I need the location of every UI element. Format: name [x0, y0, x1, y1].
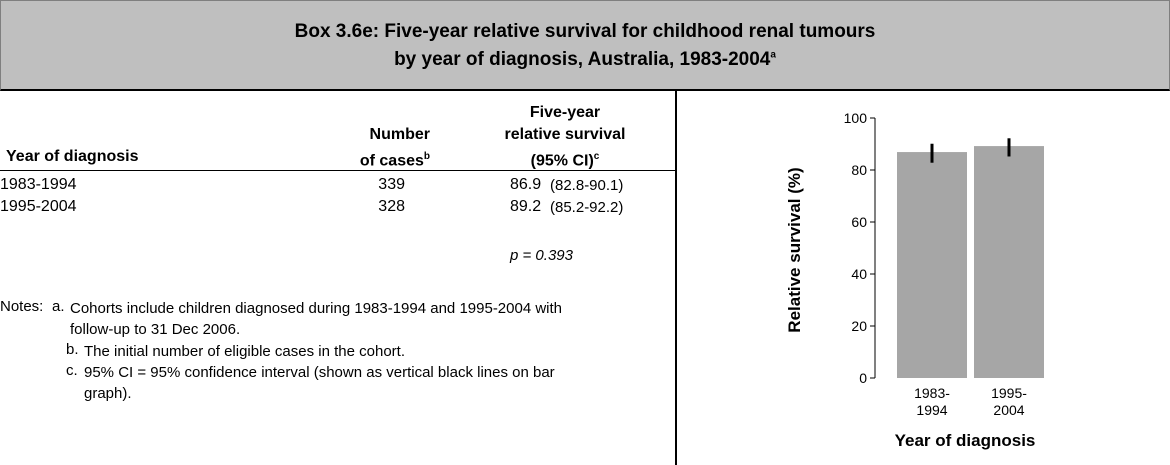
column-header: Year of diagnosis — [6, 148, 139, 165]
chart: Relative survival (%) Year of diagnosis … — [785, 110, 1044, 450]
header-line: Number — [369, 126, 430, 143]
title-line: by year of diagnosis, Australia, 1983-20… — [394, 49, 771, 70]
header-line: of cases — [359, 152, 424, 170]
column-header: Five-year relative survival (95% CI)c — [460, 102, 670, 172]
notes-label: Notes: — [0, 298, 44, 315]
x-tick-label: 1995- — [991, 385, 1027, 401]
y-tick-label: 100 — [844, 110, 868, 126]
column-header: Number of casesb — [330, 124, 430, 172]
note-marker: c. — [66, 362, 78, 379]
title-line: Box 3.6e: Five-year relative survival fo… — [294, 21, 876, 42]
survival-cell: 86.9 — [510, 176, 542, 193]
x-tick-label: 1983- — [914, 385, 950, 401]
header-title: Box 3.6e: Five-year relative survival fo… — [1, 21, 1169, 43]
note-text: Cohorts include children diagnosed durin… — [70, 300, 563, 338]
y-axis-label: Relative survival (%) — [785, 167, 804, 332]
y-tick-label: 40 — [851, 266, 867, 282]
header-line: (95% CI) — [530, 152, 594, 170]
x-tick-label: 1994 — [916, 402, 947, 418]
divider — [675, 90, 677, 465]
footnote-marker: c — [593, 151, 600, 162]
header-line: relative survival — [504, 126, 626, 143]
bar — [974, 146, 1044, 378]
p-value: p = 0.393 — [510, 247, 573, 264]
cases-cell: 339 — [378, 176, 405, 193]
ci-cell: (85.2-92.2) — [550, 199, 624, 216]
footnote-marker: a — [770, 49, 776, 61]
rule — [0, 170, 675, 171]
year-cell: 1983-1994 — [0, 176, 77, 193]
note-text: 95% CI = 95% confidence interval (shown … — [84, 364, 555, 402]
ci-cell: (82.8-90.1) — [550, 177, 624, 194]
y-tick-label: 0 — [859, 370, 867, 386]
header-title: by year of diagnosis, Australia, 1983-20… — [1, 49, 1169, 71]
note-marker: a. — [52, 298, 65, 315]
header-line: Five-year — [529, 104, 601, 121]
x-axis-label: Year of diagnosis — [895, 431, 1036, 450]
y-tick-label: 80 — [851, 162, 867, 178]
footnote-marker: b — [423, 151, 430, 162]
note-text: The initial number of eligible cases in … — [84, 343, 406, 360]
survival-cell: 89.2 — [510, 198, 542, 215]
bar — [897, 152, 967, 378]
x-tick-label: 2004 — [993, 402, 1024, 418]
year-cell: 1995-2004 — [0, 198, 77, 215]
cases-cell: 328 — [378, 198, 405, 215]
header: Box 3.6e: Five-year relative survival fo… — [0, 0, 1170, 91]
y-tick-label: 20 — [851, 318, 867, 334]
note-marker: b. — [66, 341, 79, 358]
y-tick-label: 60 — [851, 214, 867, 230]
